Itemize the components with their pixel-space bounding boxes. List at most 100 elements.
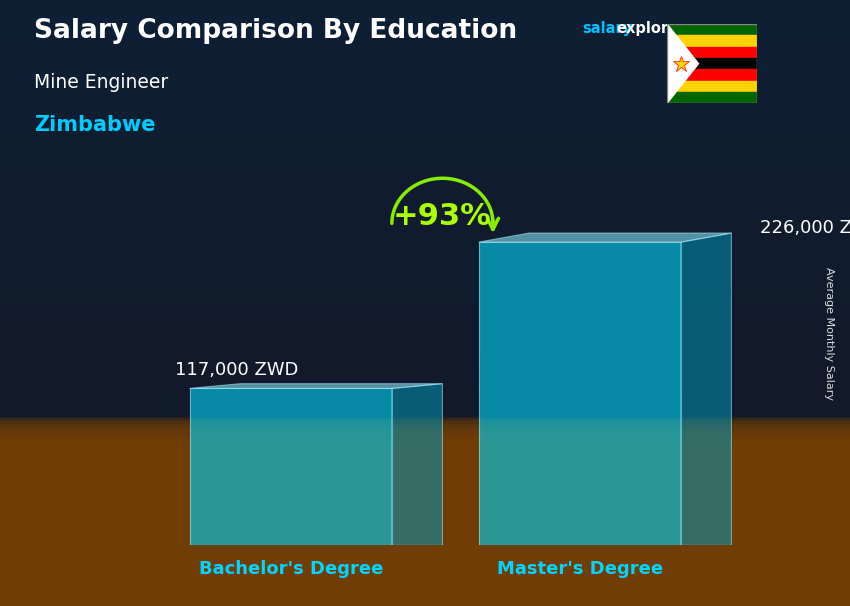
Bar	[0, 590, 850, 606]
Bar	[0, 454, 850, 606]
Bar	[0, 62, 850, 64]
Bar	[0, 213, 850, 215]
Bar	[0, 518, 850, 521]
Bar	[0, 573, 850, 606]
Bar	[0, 441, 850, 442]
Bar	[0, 507, 850, 606]
Bar	[0, 191, 850, 194]
Bar	[0, 488, 850, 606]
Bar	[0, 128, 850, 130]
Bar	[0, 5, 850, 7]
Bar	[0, 464, 850, 606]
Bar	[0, 530, 850, 606]
Bar	[0, 499, 850, 502]
Bar	[0, 445, 850, 606]
Bar	[0, 267, 850, 270]
Bar	[0, 459, 850, 462]
Bar	[0, 201, 850, 204]
Bar	[0, 21, 850, 24]
Bar	[0, 450, 850, 606]
Bar	[0, 263, 850, 265]
Bar	[0, 246, 850, 248]
Bar	[0, 533, 850, 535]
Bar	[0, 196, 850, 199]
Bar	[0, 419, 850, 421]
Bar	[0, 428, 850, 431]
Bar	[667, 58, 756, 69]
Bar	[0, 112, 850, 114]
Bar	[0, 447, 850, 606]
Bar	[0, 395, 850, 398]
Bar	[0, 473, 850, 476]
Bar	[0, 585, 850, 587]
Bar	[0, 494, 850, 606]
Polygon shape	[190, 388, 392, 545]
Bar	[0, 248, 850, 251]
Bar	[0, 483, 850, 485]
Bar	[0, 431, 850, 606]
Bar	[0, 253, 850, 256]
Polygon shape	[392, 384, 442, 545]
Bar	[0, 170, 850, 173]
Bar	[0, 28, 850, 31]
Bar	[0, 241, 850, 244]
Bar	[0, 187, 850, 189]
Bar	[0, 355, 850, 358]
Bar	[0, 415, 850, 417]
Bar	[0, 402, 850, 405]
Bar	[0, 467, 850, 468]
Bar	[0, 492, 850, 494]
Bar	[0, 426, 850, 606]
Bar	[0, 535, 850, 538]
Bar	[0, 468, 850, 471]
Bar	[0, 410, 850, 412]
Bar	[0, 298, 850, 301]
Bar	[0, 594, 850, 606]
Bar	[0, 438, 850, 441]
Bar	[0, 431, 850, 433]
Bar	[0, 570, 850, 606]
Bar	[0, 232, 850, 235]
Bar	[0, 178, 850, 180]
Bar	[0, 391, 850, 393]
Bar	[0, 459, 850, 606]
Bar	[0, 334, 850, 336]
Bar	[667, 92, 756, 103]
Bar	[0, 102, 850, 104]
Bar	[0, 523, 850, 606]
Bar	[0, 336, 850, 339]
Bar	[0, 83, 850, 85]
Bar	[0, 556, 850, 559]
Bar	[0, 76, 850, 78]
Bar	[0, 467, 850, 606]
Bar	[0, 12, 850, 14]
Bar	[0, 601, 850, 606]
Bar	[0, 99, 850, 102]
Bar	[0, 592, 850, 594]
Bar	[0, 350, 850, 353]
Bar	[0, 476, 850, 478]
Bar	[0, 345, 850, 348]
Bar	[0, 379, 850, 381]
Bar	[0, 514, 850, 606]
Bar	[0, 421, 850, 424]
Bar	[0, 0, 850, 2]
Bar	[0, 322, 850, 324]
Bar	[0, 381, 850, 384]
Bar	[0, 568, 850, 606]
Bar	[0, 407, 850, 410]
Bar	[0, 549, 850, 551]
Polygon shape	[479, 242, 681, 545]
Bar	[0, 596, 850, 599]
Bar	[0, 291, 850, 293]
Bar	[0, 494, 850, 497]
Bar	[0, 551, 850, 554]
Bar	[0, 90, 850, 92]
Bar	[0, 450, 850, 452]
Bar	[0, 540, 850, 606]
Text: Mine Engineer: Mine Engineer	[34, 73, 168, 92]
Bar	[0, 358, 850, 360]
Bar	[0, 97, 850, 99]
Text: 117,000 ZWD: 117,000 ZWD	[175, 361, 298, 379]
Bar	[0, 2, 850, 5]
